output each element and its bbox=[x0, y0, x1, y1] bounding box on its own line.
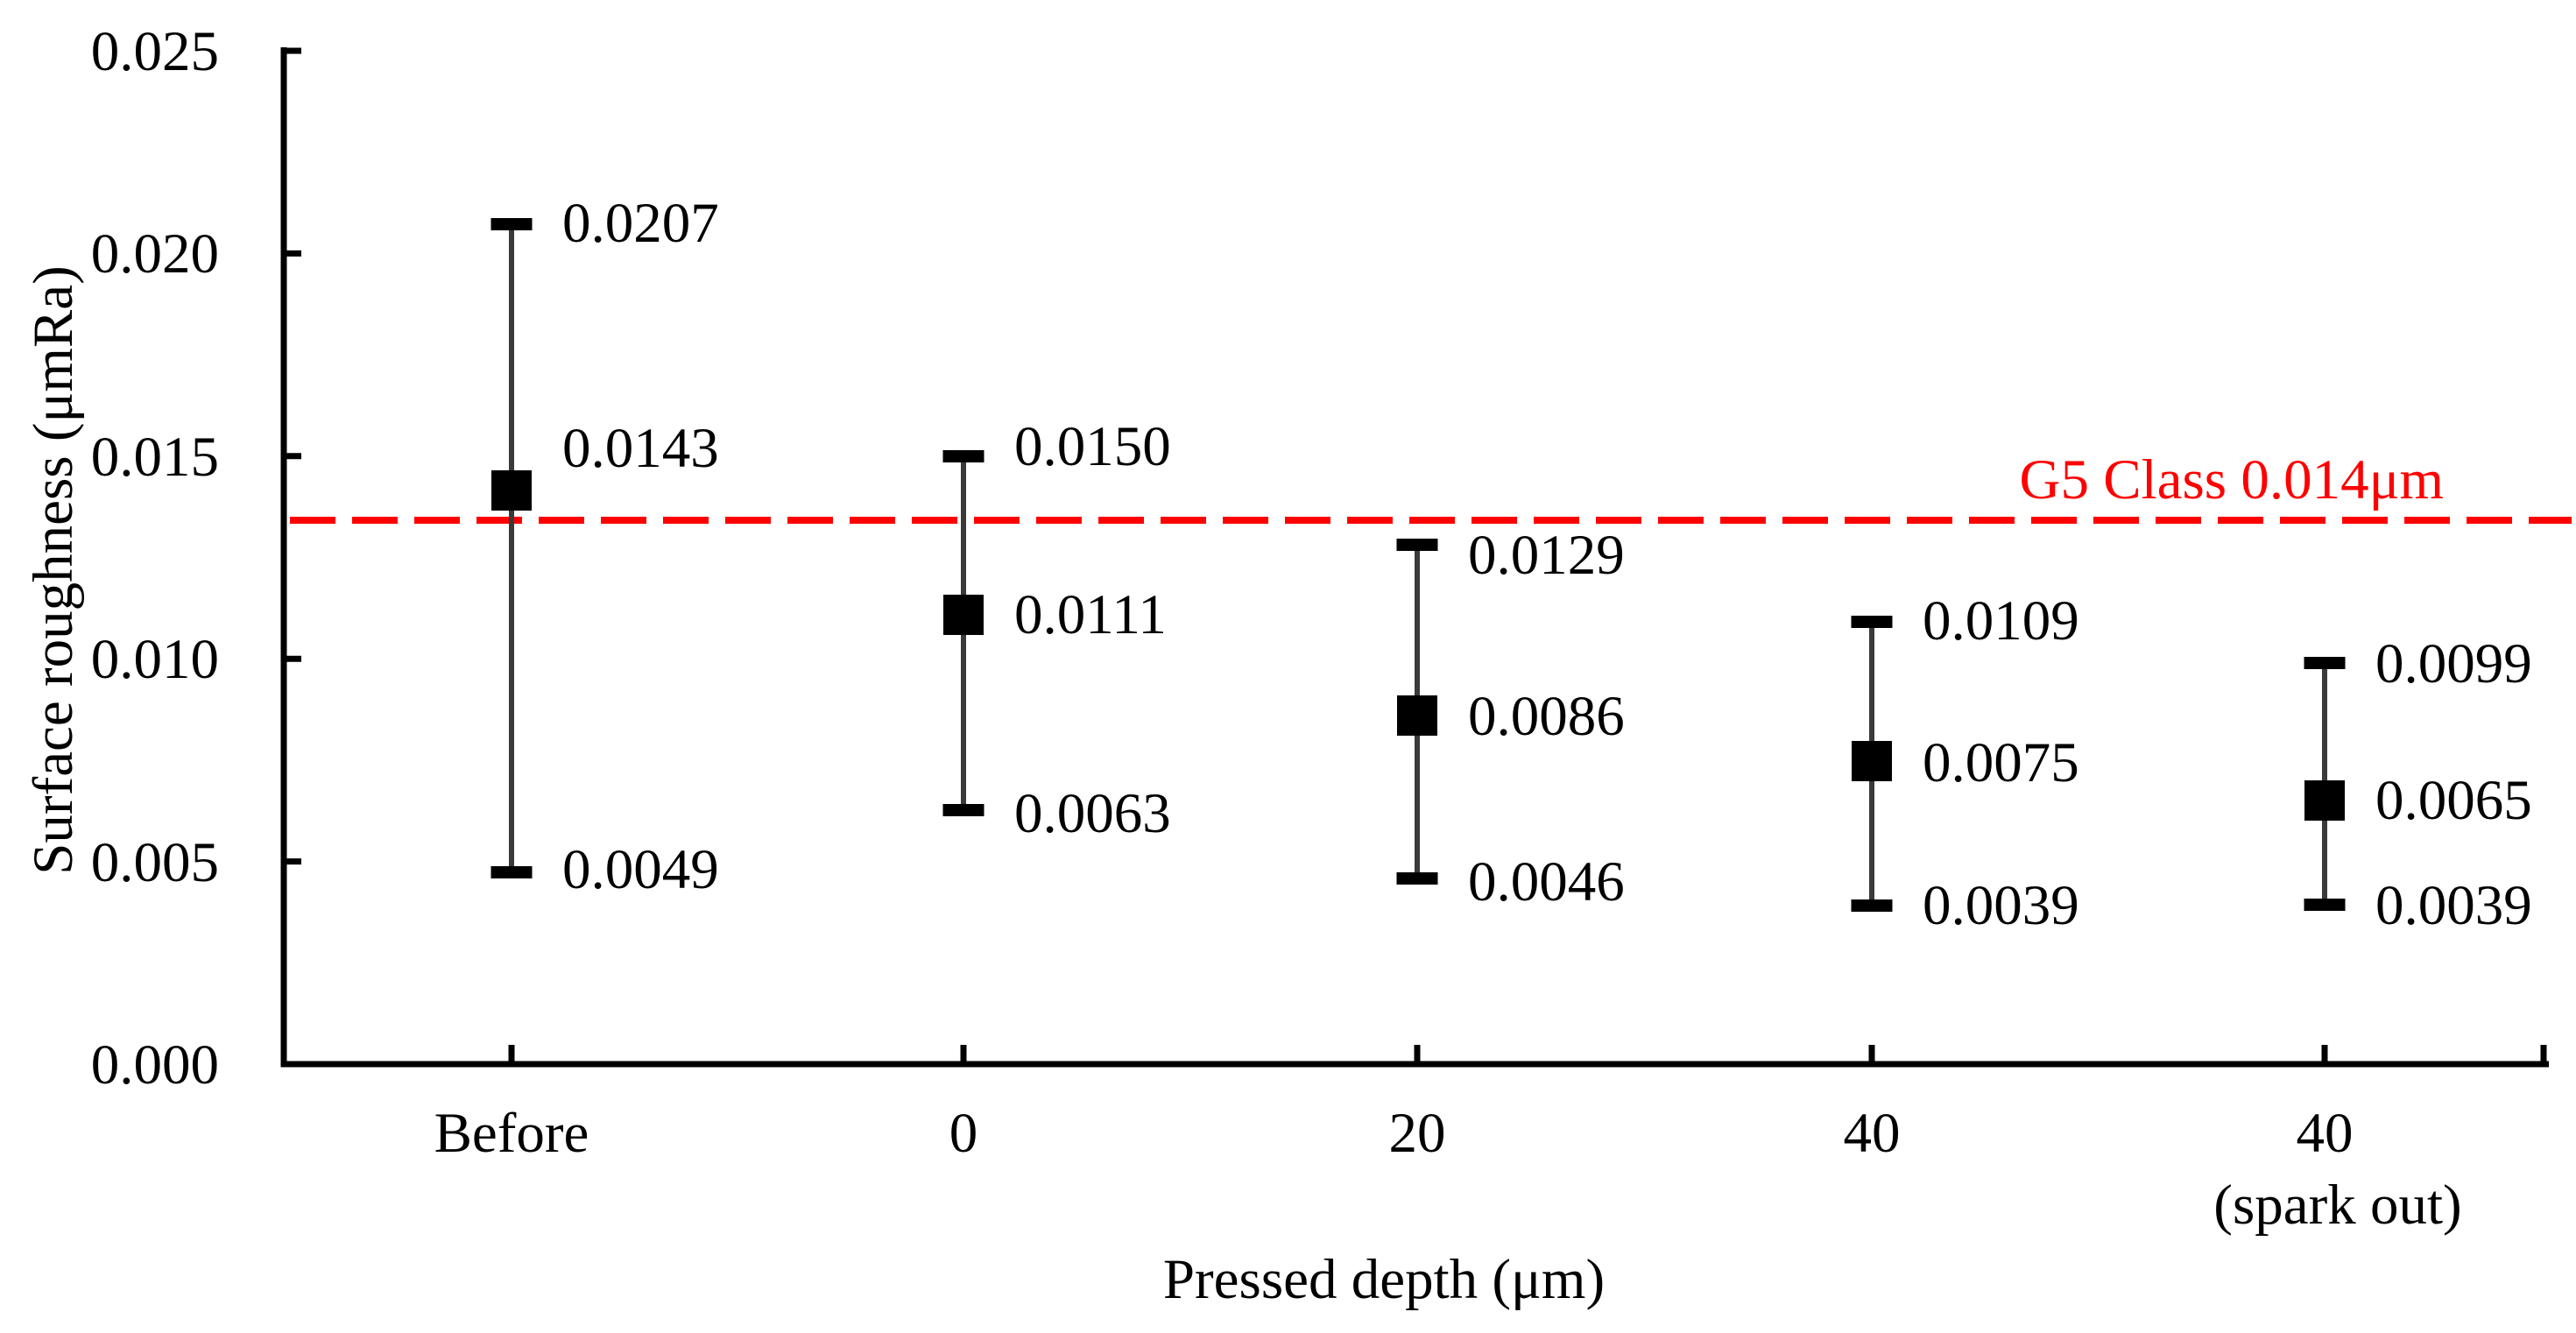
svg-text:0.0099: 0.0099 bbox=[2375, 632, 2532, 695]
svg-text:0.0075: 0.0075 bbox=[1923, 731, 2079, 794]
svg-text:0.0129: 0.0129 bbox=[1468, 524, 1625, 587]
svg-text:Surface roughness (μmRa): Surface roughness (μmRa) bbox=[22, 265, 85, 874]
svg-text:0.0065: 0.0065 bbox=[2375, 769, 2532, 832]
svg-text:0.020: 0.020 bbox=[91, 222, 219, 286]
svg-text:0: 0 bbox=[949, 1102, 978, 1165]
svg-text:0.0063: 0.0063 bbox=[1014, 782, 1171, 845]
svg-text:0.0086: 0.0086 bbox=[1468, 685, 1625, 748]
svg-text:0.0039: 0.0039 bbox=[2375, 874, 2532, 937]
svg-text:0.0049: 0.0049 bbox=[562, 838, 719, 901]
svg-text:0.0046: 0.0046 bbox=[1468, 850, 1625, 913]
svg-text:0.0039: 0.0039 bbox=[1923, 874, 2079, 937]
svg-text:(spark out): (spark out) bbox=[2213, 1174, 2461, 1237]
svg-text:40: 40 bbox=[2297, 1102, 2354, 1165]
svg-text:20: 20 bbox=[1389, 1102, 1446, 1165]
svg-text:40: 40 bbox=[1844, 1102, 1901, 1165]
svg-text:0.025: 0.025 bbox=[91, 20, 219, 83]
svg-text:0.000: 0.000 bbox=[91, 1033, 219, 1097]
svg-text:0.0111: 0.0111 bbox=[1014, 583, 1167, 646]
svg-text:0.015: 0.015 bbox=[91, 426, 219, 489]
svg-text:G5 Class 0.014μm: G5 Class 0.014μm bbox=[2020, 448, 2444, 511]
svg-text:0.0109: 0.0109 bbox=[1923, 589, 2079, 652]
svg-text:Pressed depth (μm): Pressed depth (μm) bbox=[1163, 1248, 1605, 1311]
svg-text:0.0150: 0.0150 bbox=[1014, 415, 1171, 478]
svg-text:Before: Before bbox=[434, 1102, 589, 1165]
svg-text:0.005: 0.005 bbox=[91, 831, 219, 894]
svg-text:0.0143: 0.0143 bbox=[562, 417, 719, 480]
svg-text:0.0207: 0.0207 bbox=[562, 192, 719, 255]
svg-text:0.010: 0.010 bbox=[91, 628, 219, 691]
